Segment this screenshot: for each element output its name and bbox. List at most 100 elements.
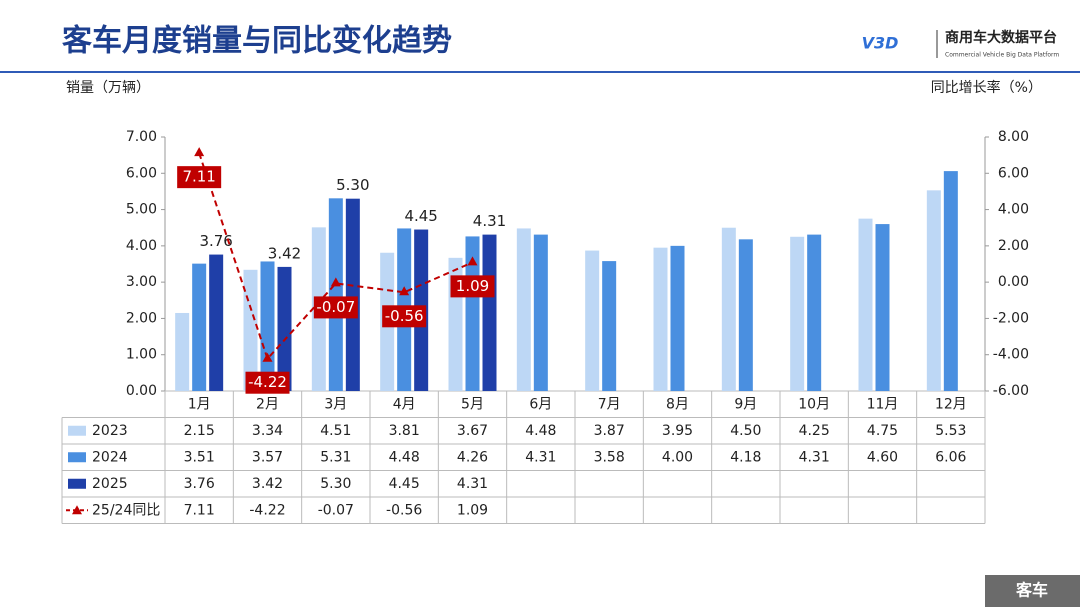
- bar: [260, 261, 275, 391]
- data-label-box: [313, 296, 358, 319]
- bar: [328, 198, 343, 391]
- table-cell: 4.48: [525, 423, 556, 439]
- y2-tick-label: -6.00: [993, 383, 1029, 399]
- y-tick-label: 1.00: [126, 347, 157, 363]
- bar: [943, 171, 958, 391]
- table-cell: 4.45: [389, 476, 420, 492]
- table-cell: 4.75: [867, 423, 898, 439]
- legend-swatch: [72, 505, 82, 515]
- line-marker: [467, 256, 478, 266]
- bar: [465, 236, 480, 391]
- data-label: -0.07: [316, 298, 355, 316]
- table-cell: 7.11: [184, 502, 215, 518]
- line-marker: [262, 352, 273, 362]
- line-marker: [399, 286, 410, 296]
- brand-sub: Commercial Vehicle Big Data Platform: [945, 52, 1059, 59]
- y2-tick-label: 2.00: [998, 238, 1029, 254]
- bar: [277, 266, 292, 391]
- x-tick-label: 8月: [666, 396, 689, 412]
- x-tick-label: 1月: [188, 396, 211, 412]
- table-cell: 4.00: [662, 449, 693, 465]
- table-cell: 3.95: [662, 423, 693, 439]
- table-cell: 4.26: [457, 449, 488, 465]
- table-cell: 4.50: [730, 423, 761, 439]
- y-tick-label: 7.00: [126, 129, 157, 145]
- y2-axis-label: 同比增长率（%）: [931, 79, 1042, 96]
- bar: [738, 239, 753, 391]
- table-cell: 1.09: [457, 502, 488, 518]
- x-tick-label: 3月: [324, 396, 347, 412]
- data-label: 1.09: [456, 277, 489, 295]
- table-cell: -0.07: [318, 502, 354, 518]
- legend-label: 25/24同比: [92, 502, 160, 518]
- table-cell: 4.51: [320, 423, 351, 439]
- bar: [345, 198, 360, 391]
- table-cell: 3.34: [252, 423, 283, 439]
- chart-title: 客车月度销量与同比变化趋势: [62, 24, 452, 59]
- y-axis-label: 销量（万辆）: [66, 80, 150, 96]
- table-cell: 5.53: [935, 423, 966, 439]
- data-label-box: [245, 371, 290, 394]
- table-cell: 4.48: [389, 449, 420, 465]
- bar: [858, 218, 873, 391]
- legend-swatch: [68, 478, 86, 489]
- x-tick-label: 12月: [935, 396, 967, 412]
- table-cell: 3.51: [184, 449, 215, 465]
- table-cell: 2.15: [184, 423, 215, 439]
- line-marker: [194, 147, 205, 157]
- table-cell: -0.56: [386, 502, 422, 518]
- brand: 商用车大数据平台: [945, 29, 1057, 46]
- bar: [926, 190, 941, 391]
- table-cell: 5.30: [320, 476, 351, 492]
- data-label-box: [450, 275, 495, 298]
- bar: [175, 312, 190, 391]
- legend-swatch: [68, 452, 86, 463]
- data-label-box: [382, 305, 427, 328]
- y2-tick-label: 8.00: [998, 129, 1029, 145]
- bar: [516, 228, 531, 391]
- y2-tick-label: 6.00: [998, 165, 1029, 181]
- bar: [533, 234, 548, 391]
- table-cell: 3.81: [389, 423, 420, 439]
- y-tick-label: 2.00: [126, 310, 157, 326]
- data-label: 4.31: [473, 212, 506, 230]
- x-tick-label: 6月: [529, 396, 552, 412]
- bar: [209, 254, 224, 391]
- table-cell: 4.31: [525, 449, 556, 465]
- bar: [482, 234, 497, 391]
- table-cell: 3.58: [594, 449, 625, 465]
- table-cell: 3.87: [594, 423, 625, 439]
- footer-box: [985, 575, 1080, 607]
- footer-label: 客车: [1016, 581, 1048, 600]
- bar: [875, 224, 890, 391]
- bar: [585, 250, 600, 391]
- legend-label: 2024: [92, 449, 128, 465]
- y2-tick-label: -2.00: [993, 310, 1029, 326]
- y-tick-label: 6.00: [126, 165, 157, 181]
- y-tick-label: 3.00: [126, 274, 157, 290]
- y2-tick-label: 4.00: [998, 202, 1029, 218]
- data-label: 7.11: [182, 168, 215, 186]
- legend-swatch: [68, 425, 86, 436]
- y-tick-label: 0.00: [126, 383, 157, 399]
- bar: [670, 245, 685, 391]
- data-label: 3.42: [268, 244, 301, 262]
- x-tick-label: 10月: [798, 396, 830, 412]
- table-cell: 4.31: [457, 476, 488, 492]
- bar: [653, 247, 668, 391]
- x-tick-label: 7月: [598, 396, 621, 412]
- x-tick-label: 5月: [461, 396, 484, 412]
- bar: [192, 263, 207, 391]
- legend-label: 2023: [92, 423, 128, 439]
- y2-tick-label: -4.00: [993, 347, 1029, 363]
- table-cell: 3.67: [457, 423, 488, 439]
- y-tick-label: 4.00: [126, 238, 157, 254]
- legend-label: 2025: [92, 476, 128, 492]
- y2-tick-label: 0.00: [998, 274, 1029, 290]
- data-label-box: [177, 166, 222, 189]
- table-cell: -4.22: [249, 502, 285, 518]
- data-label: 5.30: [336, 176, 369, 194]
- table-cell: 3.42: [252, 476, 283, 492]
- line: [198, 152, 473, 361]
